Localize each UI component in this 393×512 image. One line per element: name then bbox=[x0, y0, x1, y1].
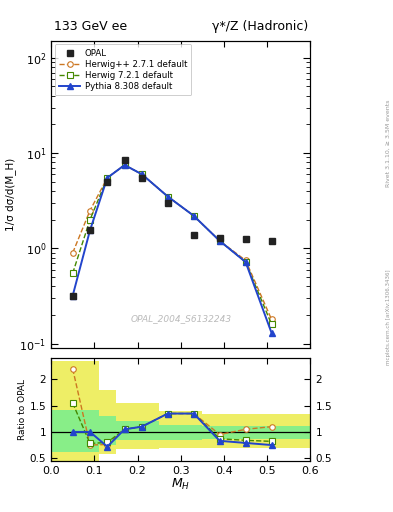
Herwig 7.2.1 default bbox=[217, 238, 222, 244]
Pythia 8.308 default bbox=[243, 259, 248, 265]
Line: Herwig++ 2.7.1 default: Herwig++ 2.7.1 default bbox=[70, 162, 274, 322]
Herwig 7.2.1 default bbox=[243, 259, 248, 265]
OPAL bbox=[88, 227, 92, 233]
Pythia 8.308 default bbox=[70, 292, 75, 298]
OPAL bbox=[269, 238, 274, 244]
Text: 133 GeV ee: 133 GeV ee bbox=[54, 20, 127, 33]
Text: mcplots.cern.ch [arXiv:1306.3436]: mcplots.cern.ch [arXiv:1306.3436] bbox=[386, 270, 391, 365]
Herwig++ 2.7.1 default bbox=[191, 212, 196, 219]
OPAL bbox=[217, 234, 222, 241]
Herwig++ 2.7.1 default bbox=[122, 162, 127, 168]
Herwig 7.2.1 default bbox=[269, 321, 274, 327]
Herwig++ 2.7.1 default bbox=[269, 316, 274, 323]
Text: γ*/Z (Hadronic): γ*/Z (Hadronic) bbox=[211, 20, 308, 33]
Herwig++ 2.7.1 default bbox=[70, 250, 75, 256]
Text: Rivet 3.1.10, ≥ 3.5M events: Rivet 3.1.10, ≥ 3.5M events bbox=[386, 100, 391, 187]
Herwig 7.2.1 default bbox=[165, 194, 170, 200]
Pythia 8.308 default bbox=[105, 175, 110, 181]
OPAL bbox=[122, 157, 127, 163]
Y-axis label: Ratio to OPAL: Ratio to OPAL bbox=[18, 379, 27, 440]
Herwig++ 2.7.1 default bbox=[140, 171, 144, 177]
Pythia 8.308 default bbox=[269, 330, 274, 336]
Herwig 7.2.1 default bbox=[140, 171, 144, 177]
Herwig 7.2.1 default bbox=[105, 175, 110, 181]
Line: Pythia 8.308 default: Pythia 8.308 default bbox=[70, 162, 275, 336]
Herwig++ 2.7.1 default bbox=[217, 238, 222, 244]
Herwig++ 2.7.1 default bbox=[88, 207, 92, 214]
Herwig 7.2.1 default bbox=[70, 270, 75, 276]
Pythia 8.308 default bbox=[122, 162, 127, 168]
OPAL bbox=[140, 175, 144, 181]
Pythia 8.308 default bbox=[191, 212, 196, 219]
Herwig++ 2.7.1 default bbox=[243, 258, 248, 264]
Line: OPAL: OPAL bbox=[70, 157, 275, 299]
Herwig 7.2.1 default bbox=[122, 162, 127, 168]
Pythia 8.308 default bbox=[88, 227, 92, 233]
Line: Herwig 7.2.1 default: Herwig 7.2.1 default bbox=[70, 162, 274, 327]
Herwig++ 2.7.1 default bbox=[105, 175, 110, 181]
OPAL bbox=[243, 236, 248, 242]
Herwig 7.2.1 default bbox=[191, 212, 196, 219]
Text: OPAL_2004_S6132243: OPAL_2004_S6132243 bbox=[130, 314, 231, 324]
OPAL bbox=[165, 200, 170, 206]
Herwig 7.2.1 default bbox=[88, 217, 92, 223]
X-axis label: $M_H$: $M_H$ bbox=[171, 477, 190, 492]
Pythia 8.308 default bbox=[165, 194, 170, 200]
Y-axis label: 1/σ dσ/d(M_H): 1/σ dσ/d(M_H) bbox=[6, 158, 17, 231]
Herwig++ 2.7.1 default bbox=[165, 194, 170, 200]
OPAL bbox=[191, 231, 196, 238]
OPAL bbox=[70, 292, 75, 298]
OPAL bbox=[105, 179, 110, 185]
Legend: OPAL, Herwig++ 2.7.1 default, Herwig 7.2.1 default, Pythia 8.308 default: OPAL, Herwig++ 2.7.1 default, Herwig 7.2… bbox=[55, 45, 191, 95]
Pythia 8.308 default bbox=[217, 238, 222, 244]
Pythia 8.308 default bbox=[140, 171, 144, 177]
